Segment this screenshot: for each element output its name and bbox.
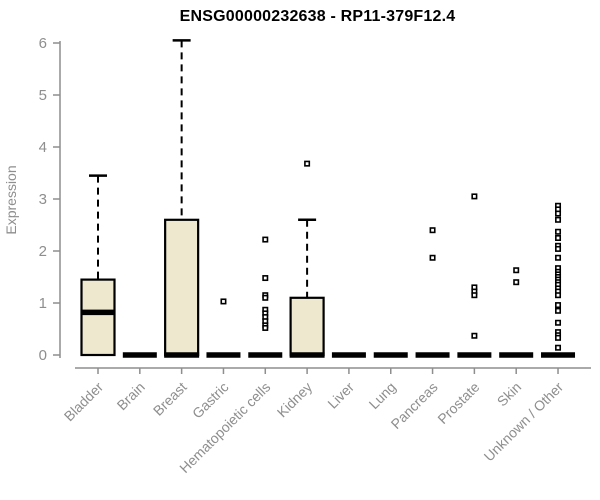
outlier-point — [555, 235, 562, 242]
outlier-point — [555, 334, 562, 341]
outlier-point — [555, 245, 562, 252]
box-rect — [164, 218, 200, 357]
outlier-point — [429, 227, 436, 234]
outlier-point — [555, 307, 562, 314]
outlier-point — [220, 298, 227, 305]
x-axis-category-label: Skin — [494, 379, 525, 410]
outlier-point — [555, 228, 562, 235]
outlier-point — [555, 292, 562, 299]
x-axis-category-label: Unknown / Other — [481, 379, 567, 465]
outlier-point — [262, 236, 269, 243]
x-axis-category-label: Lung — [366, 379, 399, 412]
flat-box — [415, 352, 450, 358]
outlier-point — [555, 254, 562, 261]
median-line — [164, 352, 200, 358]
x-axis-category-label: Brain — [114, 379, 148, 413]
outlier-point — [304, 160, 311, 167]
outlier-point — [262, 324, 269, 331]
chart-title: ENSG00000232638 - RP11-379F12.4 — [179, 8, 456, 25]
x-axis-category-label: Kidney — [274, 379, 316, 421]
x-axis-category-label: Bladder — [61, 379, 107, 425]
y-axis-tick-label: 2 — [39, 243, 47, 260]
outlier-point — [555, 319, 562, 326]
outlier-point — [262, 275, 269, 282]
box-rect — [289, 296, 325, 357]
x-axis-category-label: Liver — [324, 379, 357, 412]
flat-box — [457, 352, 492, 358]
flat-box — [331, 352, 366, 358]
flat-box — [122, 352, 157, 358]
outlier-point — [262, 294, 269, 301]
y-axis-label: Expression — [3, 165, 19, 234]
flat-box — [499, 352, 534, 358]
outlier-point — [513, 267, 520, 274]
flat-box — [248, 352, 283, 358]
flat-box — [373, 352, 408, 358]
outlier-point — [555, 216, 562, 223]
outlier-point — [513, 279, 520, 286]
outlier-point — [555, 302, 562, 309]
y-axis-tick-label: 6 — [39, 35, 47, 52]
median-line — [289, 352, 325, 358]
y-axis-tick-label: 4 — [39, 139, 47, 156]
y-axis-tick-label: 0 — [39, 347, 47, 364]
y-axis-tick-label: 3 — [39, 191, 47, 208]
x-axis-category-label: Breast — [150, 379, 190, 419]
flat-box — [541, 352, 576, 358]
x-axis-category-label: Prostate — [434, 379, 482, 427]
outlier-point — [471, 193, 478, 200]
outlier-point — [471, 292, 478, 299]
median-line — [80, 309, 116, 316]
outlier-point — [555, 344, 562, 351]
outlier-point — [471, 332, 478, 339]
flat-box — [206, 352, 241, 358]
outlier-point — [429, 254, 436, 261]
y-axis-tick-label: 5 — [39, 87, 47, 104]
y-axis-tick-label: 1 — [39, 295, 47, 312]
box-rect — [80, 278, 116, 357]
outlier-point — [555, 210, 562, 217]
